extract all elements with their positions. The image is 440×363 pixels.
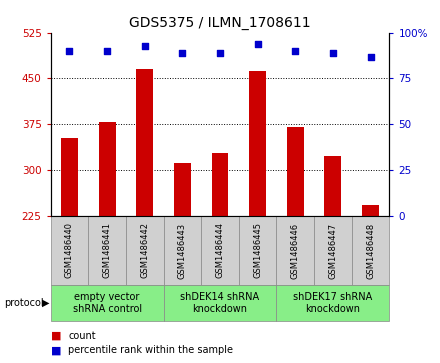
Title: GDS5375 / ILMN_1708611: GDS5375 / ILMN_1708611 bbox=[129, 16, 311, 30]
Text: ■: ■ bbox=[51, 331, 61, 341]
Text: GSM1486445: GSM1486445 bbox=[253, 223, 262, 278]
Point bbox=[292, 48, 299, 54]
Bar bbox=[51, 216, 88, 285]
Bar bbox=[352, 216, 389, 285]
Text: shDEK14 shRNA
knockdown: shDEK14 shRNA knockdown bbox=[180, 292, 260, 314]
Bar bbox=[61, 138, 78, 216]
Point bbox=[179, 50, 186, 56]
Bar bbox=[249, 71, 266, 216]
Text: shDEK17 shRNA
knockdown: shDEK17 shRNA knockdown bbox=[293, 292, 373, 314]
Text: GSM1486440: GSM1486440 bbox=[65, 223, 74, 278]
Point bbox=[66, 48, 73, 54]
Text: GSM1486442: GSM1486442 bbox=[140, 223, 149, 278]
Point bbox=[216, 50, 224, 56]
Text: ▶: ▶ bbox=[42, 298, 49, 308]
Bar bbox=[164, 216, 201, 285]
Bar bbox=[276, 285, 389, 321]
Bar bbox=[287, 127, 304, 216]
Bar bbox=[126, 216, 164, 285]
Bar bbox=[314, 216, 352, 285]
Bar bbox=[88, 216, 126, 285]
Bar bbox=[212, 153, 228, 216]
Text: GSM1486444: GSM1486444 bbox=[216, 223, 224, 278]
Bar bbox=[174, 163, 191, 216]
Bar bbox=[324, 156, 341, 216]
Bar bbox=[164, 285, 276, 321]
Text: GSM1486448: GSM1486448 bbox=[366, 223, 375, 278]
Bar bbox=[362, 205, 379, 216]
Bar bbox=[99, 122, 116, 216]
Point bbox=[103, 48, 110, 54]
Point bbox=[141, 42, 148, 48]
Point bbox=[254, 41, 261, 46]
Text: percentile rank within the sample: percentile rank within the sample bbox=[68, 345, 233, 355]
Bar bbox=[239, 216, 276, 285]
Text: GSM1486443: GSM1486443 bbox=[178, 223, 187, 278]
Bar bbox=[136, 69, 153, 216]
Text: count: count bbox=[68, 331, 96, 341]
Text: GSM1486441: GSM1486441 bbox=[103, 223, 112, 278]
Bar bbox=[201, 216, 239, 285]
Point bbox=[367, 54, 374, 60]
Bar bbox=[276, 216, 314, 285]
Text: protocol: protocol bbox=[4, 298, 44, 308]
Point bbox=[330, 50, 337, 56]
Bar bbox=[51, 285, 164, 321]
Text: GSM1486447: GSM1486447 bbox=[328, 223, 337, 278]
Text: empty vector
shRNA control: empty vector shRNA control bbox=[73, 292, 142, 314]
Text: GSM1486446: GSM1486446 bbox=[291, 223, 300, 278]
Text: ■: ■ bbox=[51, 345, 61, 355]
